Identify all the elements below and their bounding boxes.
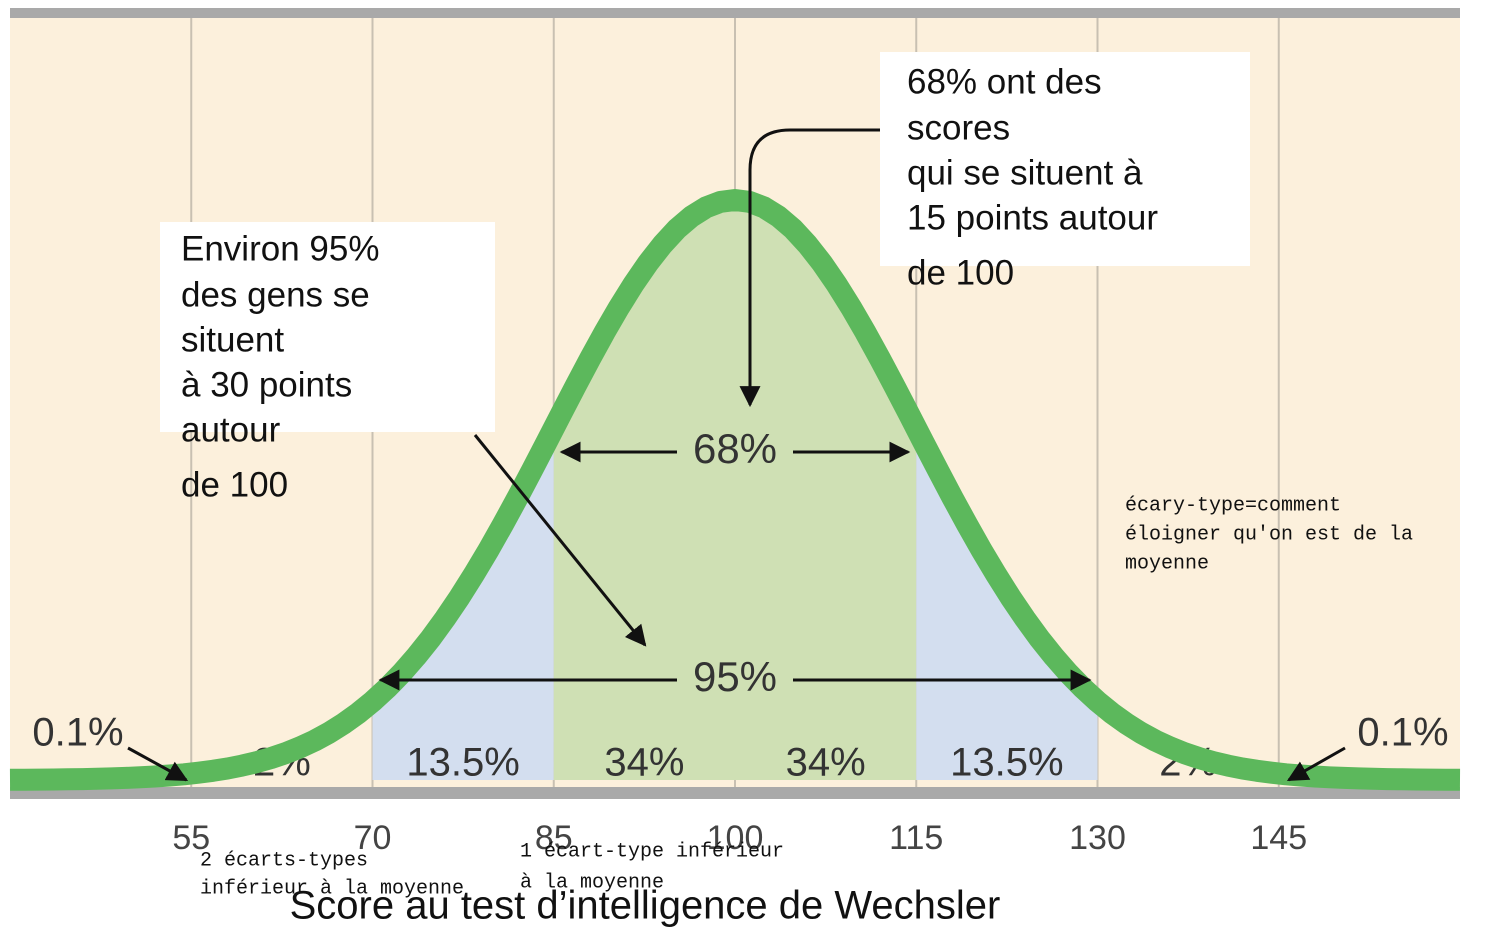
band-label: 13.5% [406, 741, 519, 785]
annotation-text: des gens se [181, 275, 370, 314]
callout-arrow [739, 128, 880, 408]
annotation-text: 15 points autour [907, 198, 1158, 237]
annotation-text: 2 écarts-types [200, 849, 368, 872]
top-bar [10, 8, 1460, 18]
annotation-text: à 30 points [181, 365, 352, 404]
band-label: 34% [604, 741, 684, 785]
band-label: 34% [786, 741, 866, 785]
annotation-text: inférieur à la moyenne [200, 877, 464, 900]
tail-arrow [127, 746, 189, 782]
annotation-text: situent [181, 320, 284, 359]
annotation-text: scores [907, 108, 1010, 147]
callout-arrow [473, 434, 647, 647]
annotation-text: Environ 95% [181, 229, 379, 268]
annotation-text: de 100 [181, 465, 288, 504]
chart-title: Score au test d’intelligence de Wechsler [290, 884, 1001, 928]
x-tick-label: 145 [1250, 819, 1307, 857]
x-tick-label: 100 [707, 819, 764, 857]
annotation-text: écary-type=comment [1125, 494, 1341, 517]
x-tick-label: 85 [535, 819, 573, 857]
x-tick-label: 130 [1069, 819, 1126, 857]
bell-curve [9, 189, 1461, 791]
x-tick-label: 55 [172, 819, 210, 857]
band-label: 13.5% [950, 741, 1063, 785]
tail-arrow [1286, 746, 1346, 782]
annotation-text: autour [181, 410, 281, 449]
annotation-text: de 100 [907, 253, 1014, 292]
annotation-text: moyenne [1125, 552, 1209, 575]
annotation-text: qui se situent à [907, 153, 1143, 192]
span-label: 95% [693, 653, 777, 700]
x-tick-label: 70 [354, 819, 392, 857]
annotation-box [160, 222, 495, 432]
span-label: 68% [693, 425, 777, 472]
span-label-bg [677, 428, 793, 476]
annotation-text: 1 écart-type inférieur [520, 840, 784, 863]
tail-label: 0.1% [1357, 711, 1448, 755]
annotation-text: éloigner qu'on est de la [1125, 523, 1413, 546]
annotation-text: à la moyenne [520, 871, 664, 894]
annotation-box [880, 52, 1250, 266]
x-tick-label: 115 [889, 819, 943, 857]
span-label-bg [677, 656, 793, 704]
annotation-text: 68% ont des [907, 62, 1102, 101]
x-axis [10, 787, 1460, 799]
tail-label: 0.1% [32, 711, 123, 755]
